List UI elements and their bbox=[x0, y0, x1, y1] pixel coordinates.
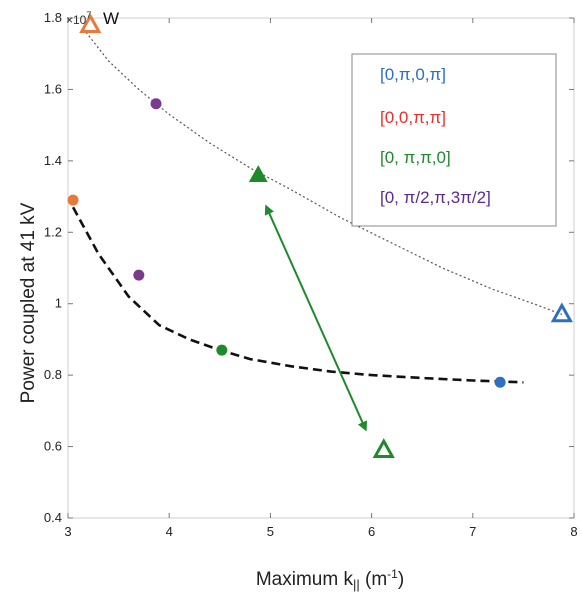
data-point bbox=[67, 194, 79, 206]
legend-entry-1: [0,0,π,π] bbox=[380, 108, 446, 127]
data-point bbox=[216, 344, 228, 356]
legend-entry-3: [0, π/2,π,3π/2] bbox=[380, 188, 491, 207]
legend-box bbox=[351, 53, 557, 227]
y-multiplier: ×107 bbox=[66, 10, 91, 27]
x-tick-label: 6 bbox=[368, 524, 375, 539]
y-tick-label: 1 bbox=[55, 296, 62, 311]
legend-entry-0: [0,π,0,π] bbox=[380, 65, 446, 84]
y-tick-label: 1.4 bbox=[44, 153, 62, 168]
fit-curve-lower bbox=[71, 206, 524, 384]
x-tick-label: 8 bbox=[570, 524, 577, 539]
data-point bbox=[494, 376, 506, 388]
y-unit: W bbox=[103, 9, 119, 28]
y-tick-label: 0.4 bbox=[44, 510, 62, 525]
y-tick-label: 1.2 bbox=[44, 224, 62, 239]
y-axis-title: Power coupled at 41 kV bbox=[18, 202, 39, 403]
data-point bbox=[372, 438, 395, 458]
y-tick-label: 1.8 bbox=[44, 10, 62, 25]
x-tick-label: 4 bbox=[166, 524, 173, 539]
data-point bbox=[550, 302, 573, 323]
data-point bbox=[248, 165, 268, 182]
data-points bbox=[67, 13, 573, 458]
legend-entry-2: [0, π,π,0] bbox=[380, 148, 451, 167]
x-tick-label: 5 bbox=[267, 524, 274, 539]
y-tick-label: 1.6 bbox=[44, 81, 62, 96]
fit-curves bbox=[71, 28, 563, 384]
y-tick-label: 0.6 bbox=[44, 439, 62, 454]
fit-curve-upper bbox=[82, 28, 563, 315]
data-point bbox=[150, 98, 162, 110]
double-arrow bbox=[264, 204, 368, 432]
axis-ticks: 3 4 5 6 7 8 0.4 0.6 0.8 1 1.2 1.4 1.6 1.8 bbox=[44, 10, 578, 539]
x-tick-label: 7 bbox=[469, 524, 476, 539]
x-tick-label: 3 bbox=[64, 524, 71, 539]
data-point bbox=[79, 13, 102, 33]
data-point bbox=[133, 269, 145, 281]
legend: [0,π,0,π] [0,0,π,π] [0, π,π,0] [0, π/2,π… bbox=[351, 53, 557, 227]
y-tick-label: 0.8 bbox=[44, 367, 62, 382]
annotation-arrow bbox=[264, 204, 368, 432]
x-axis-title: Maximum k|| (m-1) bbox=[256, 567, 404, 592]
